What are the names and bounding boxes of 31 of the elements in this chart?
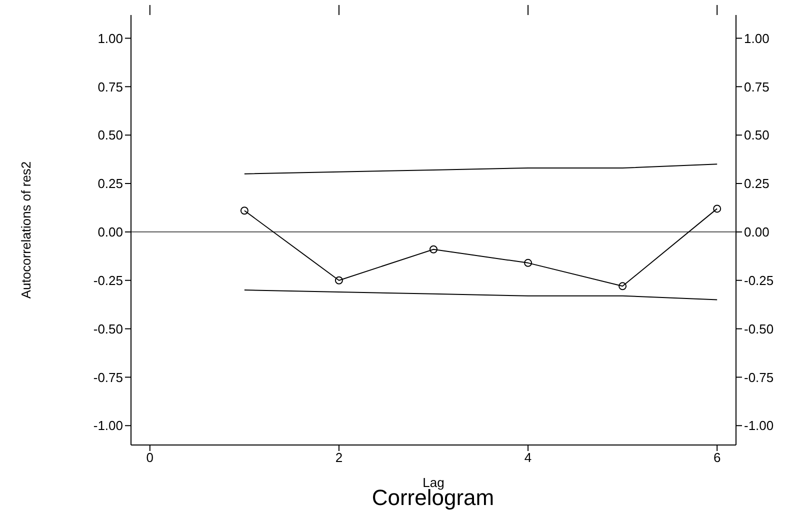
y-tick-label: -0.75 [93,370,123,385]
x-tick-label: 2 [335,450,343,466]
point [618,282,627,290]
point [240,206,248,215]
y2-tick-label: 0.50 [744,128,770,143]
y-axis-title: Autocorrelations of res2 [18,161,34,299]
y-tick-label: 0.75 [98,79,123,94]
y2-tick-label: -0.50 [744,321,774,336]
y2-tick-label: -1.00 [744,418,774,434]
y2-tick-label: -0.25 [744,272,774,288]
x-tick-label: 6 [713,450,721,466]
x-tick-label: 0 [146,450,154,466]
line-series [244,290,718,300]
y-tick-label: 1.00 [98,30,123,46]
y2-tick-label: 1.00 [744,30,770,46]
line-series [244,164,718,174]
point [430,245,438,254]
y-tick-label: -0.50 [93,321,123,336]
point [334,276,343,284]
y2-tick-label: 0.25 [744,176,770,192]
point [713,204,722,213]
y-tick-label: 0.00 [98,224,123,240]
y2-tick-label: 0.00 [744,224,770,240]
x-tick-label: 4 [524,450,532,466]
y-tick-label: -1.00 [93,418,123,434]
y2-tick-label: 0.75 [744,79,770,94]
y-tick-label: -0.25 [93,272,123,288]
y-tick-label: 0.50 [98,128,123,143]
y-tick-label: 0.25 [98,176,123,192]
y2-tick-label: -0.75 [744,370,774,385]
point [524,258,532,267]
